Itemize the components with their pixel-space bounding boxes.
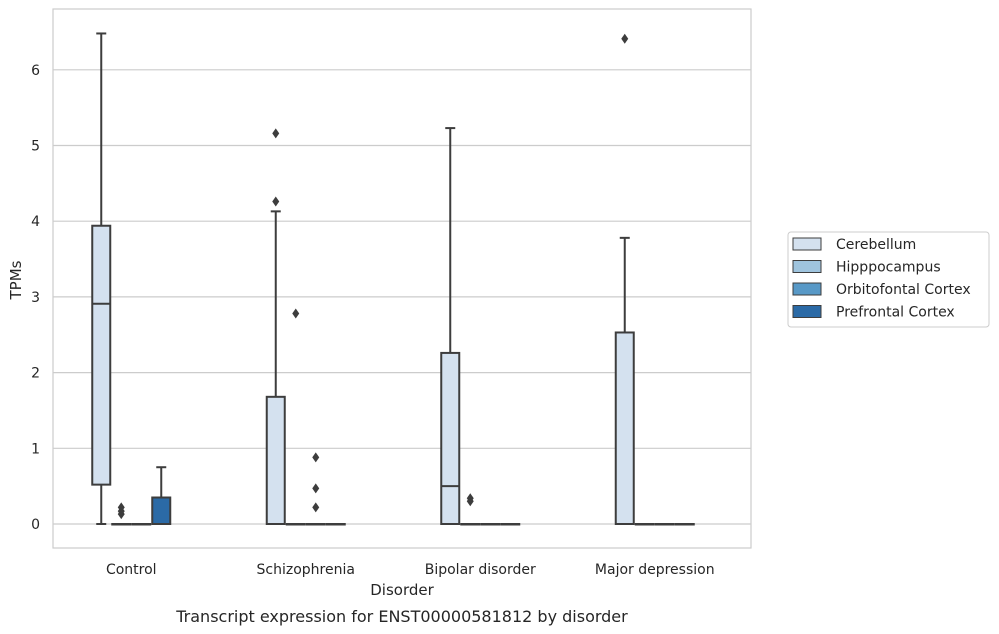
y-tick-label: 6 [31, 63, 40, 79]
outlier-point [466, 493, 474, 504]
box-plot [325, 523, 346, 526]
legend-swatch [792, 237, 822, 251]
x-tick-label: Bipolar disorder [425, 562, 536, 578]
box [91, 224, 112, 486]
y-tick-label: 3 [31, 290, 40, 306]
outlier-point [312, 452, 320, 463]
y-tick-label: 0 [31, 517, 40, 533]
box-plot [305, 452, 326, 526]
box-plot [151, 466, 172, 526]
box [265, 395, 286, 526]
box-plot [500, 523, 521, 526]
legend: Cerebellum Hipppocampus Orbitofontal Corte… [787, 231, 990, 328]
outlier-point [312, 502, 320, 513]
box-plot [654, 523, 675, 526]
x-tick-label: Major depression [595, 562, 715, 578]
box-plot [614, 33, 635, 525]
legend-label: Orbitofontal Cortex [836, 282, 971, 298]
outlier-point [621, 33, 629, 44]
legend-swatch [792, 260, 822, 273]
y-tick-label: 1 [31, 441, 40, 457]
legend-label: Hipppocampus [836, 260, 941, 276]
box-plot [480, 523, 501, 526]
box-plot [91, 32, 112, 525]
legend-frame [787, 231, 990, 328]
x-tick-label: Schizophrenia [257, 562, 355, 578]
outlier-point [272, 128, 280, 139]
y-tick-label: 4 [31, 214, 40, 230]
box-plot [440, 127, 461, 525]
legend-swatch [792, 305, 822, 318]
box [151, 496, 172, 526]
box [440, 351, 461, 525]
box-plot [265, 128, 286, 526]
x-tick-label: Control [106, 562, 157, 578]
chart-caption: Transcript expression for ENST0000058181… [175, 607, 628, 626]
box-plot [674, 523, 695, 526]
y-tick-label: 5 [31, 139, 40, 155]
x-axis-title: Disorder [370, 581, 434, 599]
y-axis-title: TPMs [7, 260, 25, 300]
legend-label: Prefrontal Cortex [836, 305, 955, 321]
outlier-point [312, 483, 320, 494]
outlier-point [292, 308, 300, 319]
box-plot [111, 502, 132, 526]
box-plot [285, 308, 306, 526]
box-plot [131, 523, 152, 526]
x-tick-labels: Control Schizophrenia Bipolar disorder Majo… [106, 562, 715, 578]
outlier-point [272, 196, 280, 207]
y-tick-labels: 0 1 2 3 4 5 6 [31, 63, 40, 533]
legend-label: Cerebellum [836, 237, 916, 253]
box [614, 331, 635, 525]
box-plots [91, 32, 695, 526]
box-plot [460, 493, 481, 526]
outlier-point [117, 502, 125, 513]
y-tick-label: 2 [31, 366, 40, 382]
legend-swatch [792, 282, 822, 296]
box-plot [634, 523, 655, 526]
